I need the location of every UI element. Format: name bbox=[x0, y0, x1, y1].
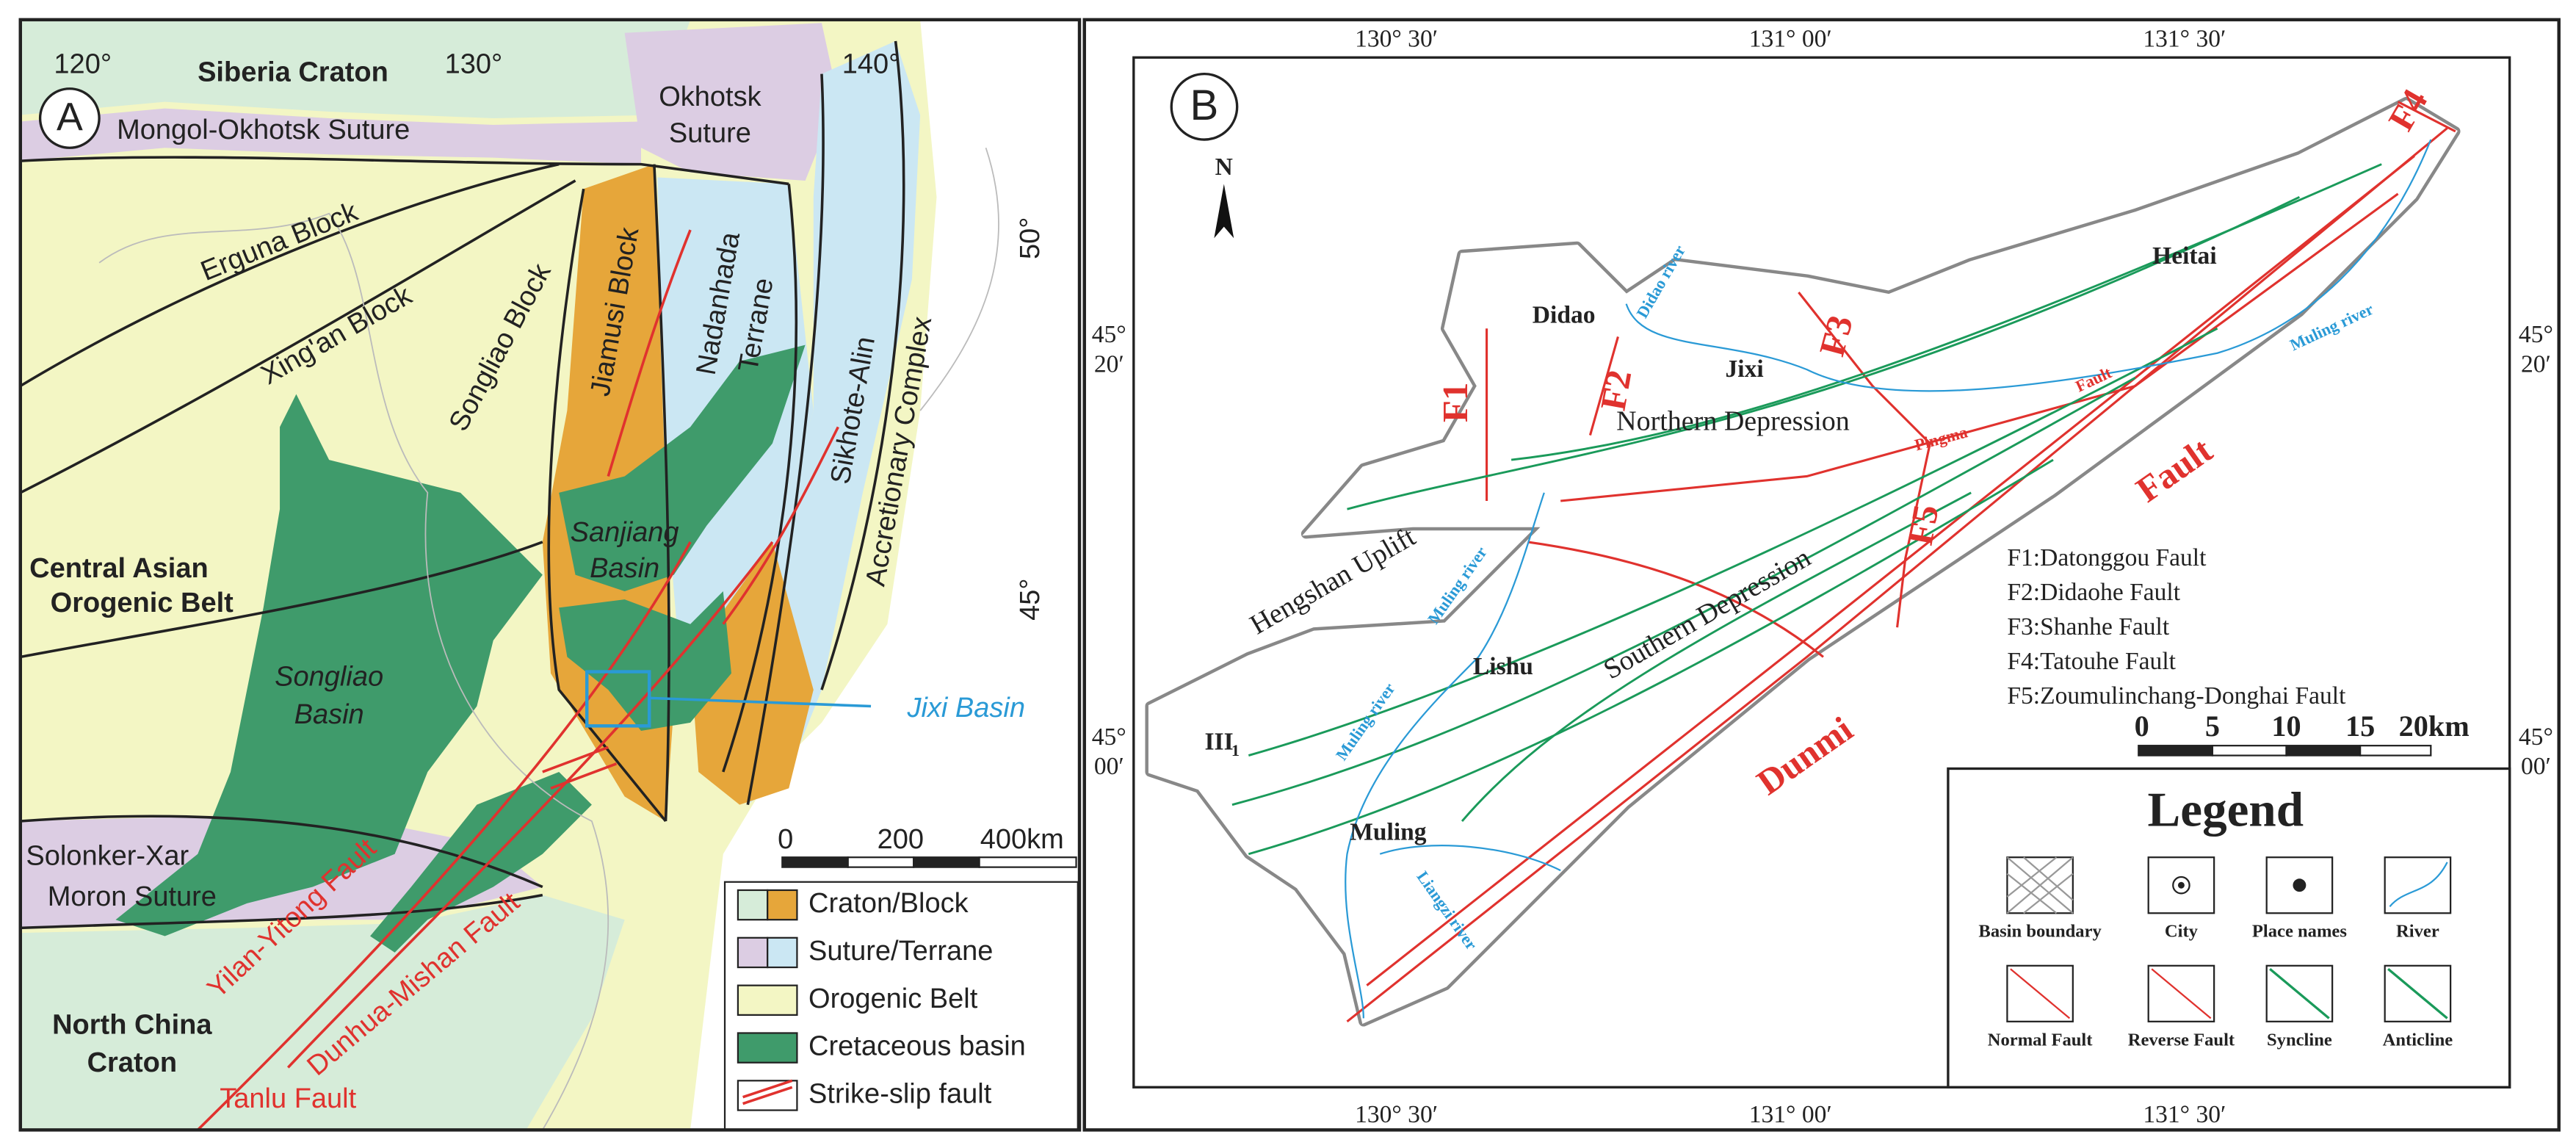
fault-list-item: F2:Didaohe Fault bbox=[2007, 579, 2180, 606]
longitude-label: 131° 30′ bbox=[2143, 1101, 2226, 1128]
panel-b-map bbox=[1082, 18, 2561, 1132]
region-label: Siberia Craton bbox=[198, 57, 388, 88]
region-label: Moron Suture bbox=[48, 881, 217, 912]
fault-label: Tanlu Fault bbox=[220, 1083, 356, 1114]
fault-list-item: F4:Tatouhe Fault bbox=[2007, 648, 2176, 675]
unit-label: Northern Depression bbox=[1616, 406, 1850, 437]
fault-label: F2 bbox=[1593, 367, 1640, 414]
callout-label: Jixi Basin bbox=[906, 693, 1025, 723]
scale-label: 20km bbox=[2399, 710, 2470, 743]
region-label: Okhotsk bbox=[659, 82, 761, 112]
fault-label: F3 bbox=[1812, 311, 1861, 361]
panel-a-map bbox=[18, 18, 1082, 1132]
unit-code-sub: 1 bbox=[1231, 741, 1240, 759]
latitude-label: 45° bbox=[1092, 321, 1126, 348]
scale-label: 200 bbox=[878, 824, 924, 855]
latitude-label: 50° bbox=[1015, 217, 1046, 259]
fault-list-item: F1:Datonggou Fault bbox=[2007, 544, 2207, 571]
panel-label: A bbox=[57, 95, 83, 139]
legend-label: Basin boundary bbox=[1978, 922, 2102, 942]
scale-label: 5 bbox=[2205, 710, 2220, 743]
basin-label: Sanjiang bbox=[571, 517, 679, 548]
region-label: Orogenic Belt bbox=[51, 588, 234, 618]
region-label: Solonker-Xar bbox=[26, 840, 189, 871]
latitude-label: 45° bbox=[1015, 578, 1046, 620]
latitude-label: 00′ bbox=[2521, 753, 2551, 780]
place-label: Muling bbox=[1350, 819, 1427, 846]
fault-label: F1 bbox=[1435, 383, 1475, 423]
longitude-label: 130° bbox=[445, 48, 503, 79]
region-label: Suture bbox=[669, 118, 751, 148]
place-label: Heitai bbox=[2152, 242, 2217, 270]
place-label: Didao bbox=[1533, 301, 1596, 328]
unit-code: III bbox=[1205, 729, 1234, 756]
legend-label: River bbox=[2396, 922, 2439, 942]
latitude-label: 00′ bbox=[1094, 753, 1124, 780]
legend-label: Strike-slip fault bbox=[808, 1078, 992, 1109]
fault-list-item: F3:Shanhe Fault bbox=[2007, 613, 2169, 640]
latitude-label: 45° bbox=[2519, 723, 2553, 751]
region-label: Mongol-Okhotsk Suture bbox=[117, 115, 410, 145]
legend-label: Syncline bbox=[2267, 1030, 2332, 1050]
longitude-label: 140° bbox=[842, 48, 900, 79]
longitude-label: 131° 00′ bbox=[1749, 26, 1832, 53]
north-arrow-label: N bbox=[1215, 154, 1233, 181]
latitude-label: 20′ bbox=[1094, 350, 1124, 378]
longitude-label: 130° 30′ bbox=[1355, 1101, 1438, 1128]
legend-label: Place names bbox=[2252, 922, 2347, 942]
region-label: Craton bbox=[87, 1047, 177, 1078]
latitude-label: 45° bbox=[1092, 723, 1126, 751]
legend-label: Normal Fault bbox=[1988, 1030, 2093, 1050]
fault-list-item: F5:Zoumulinchang-Donghai Fault bbox=[2007, 682, 2346, 710]
panel-label: B bbox=[1190, 82, 1219, 129]
legend-label: Cretaceous basin bbox=[808, 1031, 1026, 1062]
scale-label: 10 bbox=[2271, 710, 2301, 743]
legend-title: Legend bbox=[2148, 781, 2304, 837]
legend-label: Craton/Block bbox=[808, 888, 969, 919]
latitude-label: 20′ bbox=[2521, 350, 2551, 378]
place-label: Jixi bbox=[1726, 355, 1764, 383]
legend-label: City bbox=[2165, 922, 2199, 942]
longitude-label: 131° 00′ bbox=[1749, 1101, 1832, 1128]
legend-label: Suture/Terrane bbox=[808, 936, 993, 967]
longitude-label: 130° 30′ bbox=[1355, 26, 1438, 53]
scale-label: 15 bbox=[2345, 710, 2375, 743]
region-label: Central Asian bbox=[29, 553, 209, 584]
scale-label: 0 bbox=[2135, 710, 2149, 743]
legend-label: Orogenic Belt bbox=[808, 983, 978, 1014]
legend-label: Reverse Fault bbox=[2128, 1030, 2235, 1050]
basin-label: Songliao bbox=[275, 662, 383, 693]
region-label: North China bbox=[52, 1010, 212, 1041]
basin-label: Basin bbox=[590, 553, 659, 584]
basin-label: Basin bbox=[294, 699, 364, 730]
legend-label: Anticline bbox=[2383, 1030, 2453, 1050]
fault-label: F5 bbox=[1900, 502, 1947, 548]
longitude-label: 120° bbox=[54, 48, 112, 79]
place-label: Lishu bbox=[1473, 653, 1533, 680]
latitude-label: 45° bbox=[2519, 321, 2553, 348]
longitude-label: 131° 30′ bbox=[2143, 26, 2226, 53]
scale-label: 400km bbox=[980, 824, 1064, 855]
scale-label: 0 bbox=[778, 824, 793, 855]
